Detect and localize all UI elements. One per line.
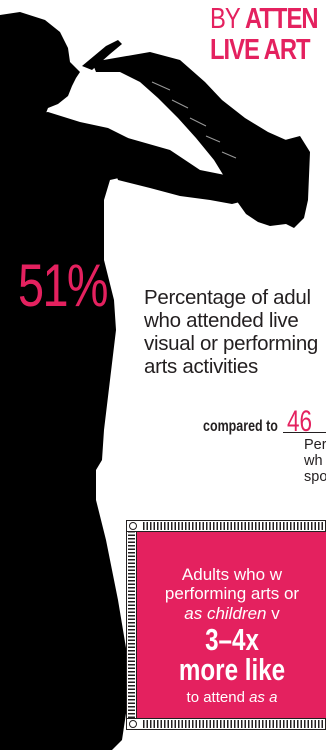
divider [283, 432, 326, 433]
big-percent: 51% [18, 256, 107, 316]
headline: BY ATTEN LIVE ART [210, 4, 318, 66]
panel-multiplier: 3–4x [158, 625, 306, 655]
panel-attend: to attend as a [137, 689, 326, 706]
panel-more-likely: more like [158, 655, 306, 685]
headline-line2: LIVE ART [210, 34, 310, 66]
panel-attend-italic: as a [249, 689, 277, 706]
panel-attend-prefix: to attend [187, 689, 245, 706]
panel-line-3-rest: v [271, 604, 280, 623]
headline-line1-bold: ATTEN [245, 3, 318, 35]
panel-line-3-italic: as children [184, 604, 266, 623]
panel-line-2: performing arts or [137, 584, 326, 603]
compared-value: 46 [287, 405, 312, 439]
frame-ring-top [129, 522, 137, 530]
panel-line-3: as children v [137, 604, 326, 623]
frame-left-side [126, 531, 137, 719]
frame-ring-bottom [129, 720, 137, 728]
frame-bottom-bar [126, 718, 326, 730]
compared-description: Per wh spo [304, 437, 326, 485]
compared-label: compared to [203, 418, 278, 436]
headline-line1-prefix: BY [210, 3, 239, 35]
stat-description: Percentage of adul who attended live vis… [144, 286, 318, 378]
compared-line: compared to 46 [203, 405, 321, 439]
callout-panel: Adults who w performing arts or as child… [137, 532, 326, 718]
panel-line-1: Adults who w [137, 565, 326, 584]
frame-top-bar [126, 520, 326, 532]
